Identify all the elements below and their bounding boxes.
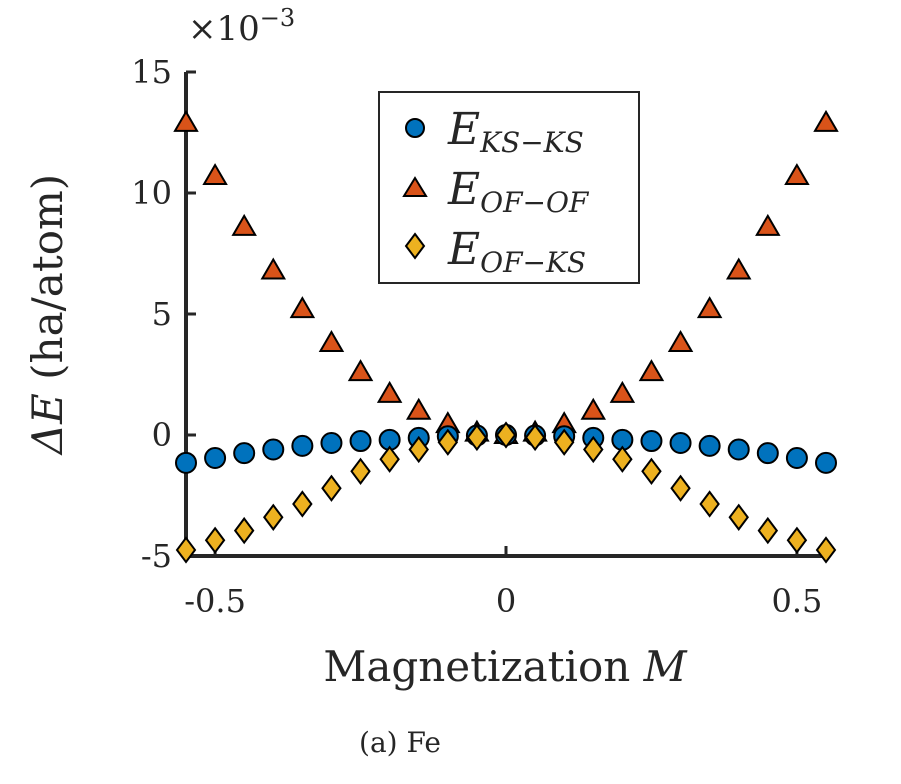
y-axis-label-var: ΔE: [23, 393, 72, 456]
data-point-diamond: [292, 490, 313, 518]
y-tick-label: 5: [152, 295, 172, 333]
data-point-diamond: [641, 457, 662, 485]
y-axis-label: ΔE (ha/atom): [23, 174, 72, 456]
data-point-diamond: [699, 490, 720, 518]
data-point-diamond: [350, 457, 371, 485]
data-point-circle: [262, 438, 285, 461]
data-point-diamond: [757, 516, 779, 545]
y-tick-label: 10: [131, 174, 172, 212]
data-point-circle: [204, 446, 227, 469]
data-point-diamond: [495, 421, 517, 449]
data-point-triangle: [318, 330, 345, 353]
data-point-triangle: [638, 359, 665, 382]
y-ticks: -5 0 5 10 15: [131, 53, 196, 575]
data-point-triangle: [609, 380, 636, 403]
legend-label-of-of: EOF−OF: [447, 164, 590, 219]
data-point-diamond: [263, 503, 284, 531]
data-point-circle: [815, 451, 837, 474]
data-series: [173, 109, 839, 564]
data-point-triangle: [173, 109, 199, 132]
y-tick-label: 15: [131, 53, 172, 91]
data-point-triangle: [725, 257, 752, 280]
data-point-triangle: [405, 397, 432, 420]
data-point-circle: [640, 430, 663, 453]
caption: (a) Fe: [359, 726, 441, 759]
data-point-triangle: [202, 163, 228, 186]
data-point-circle: [175, 451, 197, 474]
data-point-diamond: [437, 428, 459, 456]
legend: EKS−KS EOF−OF EOF−KS: [378, 91, 640, 284]
x-tick-label: 0.5: [771, 582, 822, 620]
legend-marker-circle: [405, 118, 425, 138]
legend-label-ks-ks: EKS−KS: [447, 104, 584, 159]
data-point-triangle: [231, 213, 257, 236]
data-point-circle: [698, 434, 721, 457]
data-point-diamond: [204, 526, 226, 554]
data-point-diamond: [233, 516, 255, 545]
data-point-triangle: [260, 257, 287, 280]
data-point-diamond: [379, 445, 400, 473]
data-point-triangle: [667, 330, 694, 353]
data-point-diamond: [612, 445, 633, 473]
data-point-diamond: [175, 536, 197, 564]
data-point-diamond: [466, 423, 488, 452]
data-point-circle: [756, 442, 779, 465]
y-exponent: ×10−3: [188, 4, 295, 49]
y-tick-label: -5: [141, 537, 172, 575]
data-point-diamond: [524, 423, 546, 452]
series-diamond: [175, 421, 837, 564]
data-point-triangle: [696, 296, 723, 319]
x-axis-label: Magnetization M: [323, 642, 687, 691]
data-point-circle: [727, 438, 750, 461]
y-tick-label: 0: [152, 416, 172, 454]
legend-marker-diamond: [404, 232, 426, 260]
y-exponent-power: −3: [260, 4, 295, 32]
data-point-circle: [785, 446, 808, 469]
legend-label-of-ks: EOF−KS: [447, 224, 586, 279]
data-point-triangle: [784, 163, 810, 186]
data-point-triangle: [813, 109, 839, 132]
data-point-triangle: [289, 296, 316, 319]
legend-marker-triangle: [402, 176, 428, 197]
data-point-triangle: [376, 380, 403, 403]
data-point-circle: [291, 434, 314, 457]
x-tick-label: 0: [496, 582, 516, 620]
data-point-diamond: [670, 474, 691, 502]
data-point-diamond: [786, 526, 808, 554]
data-point-circle: [320, 431, 343, 454]
data-point-diamond: [815, 536, 837, 564]
data-point-diamond: [408, 435, 429, 464]
data-point-triangle: [347, 359, 374, 382]
data-point-circle: [233, 442, 256, 465]
data-point-triangle: [755, 213, 781, 236]
data-point-circle: [669, 431, 692, 454]
data-point-diamond: [583, 435, 604, 464]
data-point-triangle: [580, 397, 607, 420]
data-point-diamond: [321, 474, 342, 502]
y-axis-label-unit: (ha/atom): [23, 174, 72, 380]
x-ticks: -0.5 0 0.5: [184, 546, 822, 620]
x-axis-label-text: Magnetization: [323, 642, 630, 691]
data-point-diamond: [728, 503, 749, 531]
data-point-circle: [349, 430, 372, 453]
x-axis-label-var: M: [643, 642, 688, 691]
x-tick-label: -0.5: [184, 582, 246, 620]
data-point-diamond: [553, 428, 575, 456]
